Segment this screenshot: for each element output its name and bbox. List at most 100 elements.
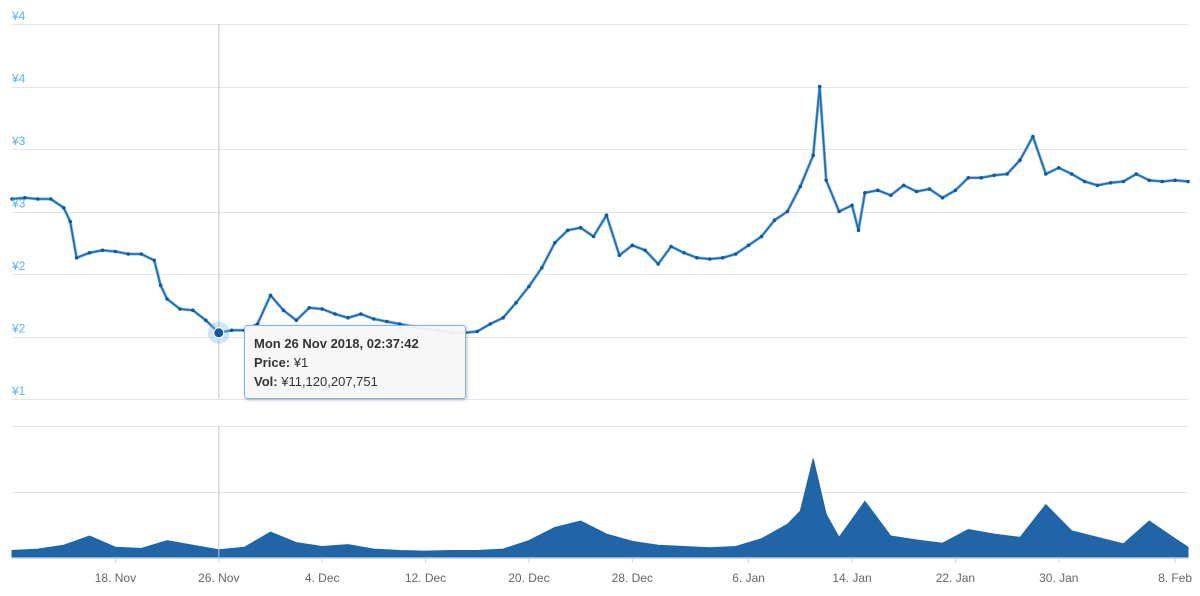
price-point xyxy=(553,241,557,245)
x-tick-label: 6. Jan xyxy=(732,571,765,585)
tooltip-price-label: Price: xyxy=(254,355,291,370)
hover-point xyxy=(213,327,225,339)
price-point xyxy=(540,266,544,270)
price-layer xyxy=(10,84,1190,335)
price-point xyxy=(1108,181,1113,185)
price-point xyxy=(385,319,389,324)
price-point xyxy=(501,316,505,320)
price-point xyxy=(1044,172,1048,176)
y-tick-label: ¥2 xyxy=(11,259,26,273)
price-point xyxy=(604,213,609,217)
price-point xyxy=(36,197,40,201)
price-point xyxy=(1186,179,1190,184)
price-point xyxy=(565,228,570,233)
y-tick-label: ¥3 xyxy=(11,134,26,148)
price-point xyxy=(772,218,777,222)
price-point xyxy=(204,318,208,323)
price-point xyxy=(656,262,660,266)
x-tick-label: 20. Dec xyxy=(508,571,549,585)
price-point xyxy=(158,283,163,288)
price-point xyxy=(591,234,596,239)
price-point xyxy=(1160,179,1164,184)
price-point xyxy=(372,317,376,321)
x-tick-label: 12. Dec xyxy=(405,571,446,585)
price-point xyxy=(320,307,325,311)
x-tick-label: 4. Dec xyxy=(305,571,340,585)
price-point xyxy=(721,255,725,260)
y-tick-label: ¥4 xyxy=(11,9,26,23)
price-point xyxy=(578,225,583,230)
price-point xyxy=(1005,172,1009,176)
price-point xyxy=(733,252,738,256)
price-point xyxy=(281,308,286,313)
price-point xyxy=(307,306,312,310)
price-point xyxy=(630,243,635,248)
price-point xyxy=(817,84,822,89)
x-tick-label: 22. Jan xyxy=(936,571,975,585)
tooltip-vol-row: Vol: ¥11,120,207,751 xyxy=(254,372,456,391)
y-axis-ticks: ¥4 ¥4 ¥3 ¥3 ¥2 ¥2 ¥1 xyxy=(11,9,26,398)
price-point xyxy=(294,318,299,323)
x-tick-label: 26. Nov xyxy=(198,571,239,585)
y-tick-label: ¥3 xyxy=(11,197,26,211)
price-point xyxy=(759,234,764,239)
y-tick-label: ¥4 xyxy=(11,72,26,86)
price-point xyxy=(346,316,350,320)
price-point xyxy=(100,248,105,253)
price-point xyxy=(1121,179,1126,184)
price-point xyxy=(268,293,273,298)
price-point xyxy=(953,188,958,193)
price-point xyxy=(61,206,66,210)
price-point xyxy=(669,244,673,249)
price-point xyxy=(1147,178,1151,183)
price-point xyxy=(1031,134,1035,139)
price-point xyxy=(191,308,195,313)
price-point xyxy=(927,187,932,191)
tooltip-price-value: ¥1 xyxy=(293,355,309,370)
y-tick-label: ¥2 xyxy=(11,322,26,336)
price-point xyxy=(1173,178,1177,183)
price-point xyxy=(992,173,996,178)
price-point xyxy=(359,312,363,316)
price-line-halo xyxy=(11,85,1189,335)
volume-layer xyxy=(11,458,1189,558)
x-tick-label: 14. Jan xyxy=(832,571,871,585)
price-point xyxy=(901,183,906,188)
x-tick-label: 30. Jan xyxy=(1039,571,1078,585)
price-point xyxy=(514,301,518,305)
x-axis-ticks: 18. Nov 26. Nov 4. Dec 12. Dec 20. Dec 28. De… xyxy=(95,558,1192,585)
tooltip-vol-value: ¥11,120,207,751 xyxy=(281,374,378,389)
price-line xyxy=(11,85,1189,334)
price-point xyxy=(1069,172,1074,176)
price-point xyxy=(966,176,971,180)
price-point xyxy=(397,322,402,326)
x-tick-label: 18. Nov xyxy=(95,571,136,585)
tooltip: Mon 26 Nov 2018, 02:37:42 Price: ¥1 Vol:… xyxy=(244,325,466,399)
price-point xyxy=(824,178,828,183)
price-point xyxy=(178,307,182,311)
price-point xyxy=(488,322,493,326)
price-point xyxy=(152,258,156,263)
y-tick-label: ¥1 xyxy=(11,384,26,398)
price-point xyxy=(708,257,712,261)
price-point xyxy=(139,252,143,256)
price-point xyxy=(746,243,751,248)
price-point xyxy=(1095,183,1100,188)
price-point xyxy=(10,197,14,201)
price-point xyxy=(863,191,867,195)
price-point xyxy=(1082,179,1087,184)
price-point xyxy=(785,209,790,214)
price-point xyxy=(856,228,861,233)
price-point xyxy=(87,251,92,255)
price-point xyxy=(475,329,480,334)
price-point xyxy=(255,322,260,326)
price-point xyxy=(49,197,53,201)
price-point xyxy=(1134,172,1139,176)
price-point xyxy=(914,189,919,194)
price-point xyxy=(798,184,803,189)
price-point xyxy=(229,328,234,333)
price-point xyxy=(165,297,169,301)
price-point xyxy=(23,196,27,200)
